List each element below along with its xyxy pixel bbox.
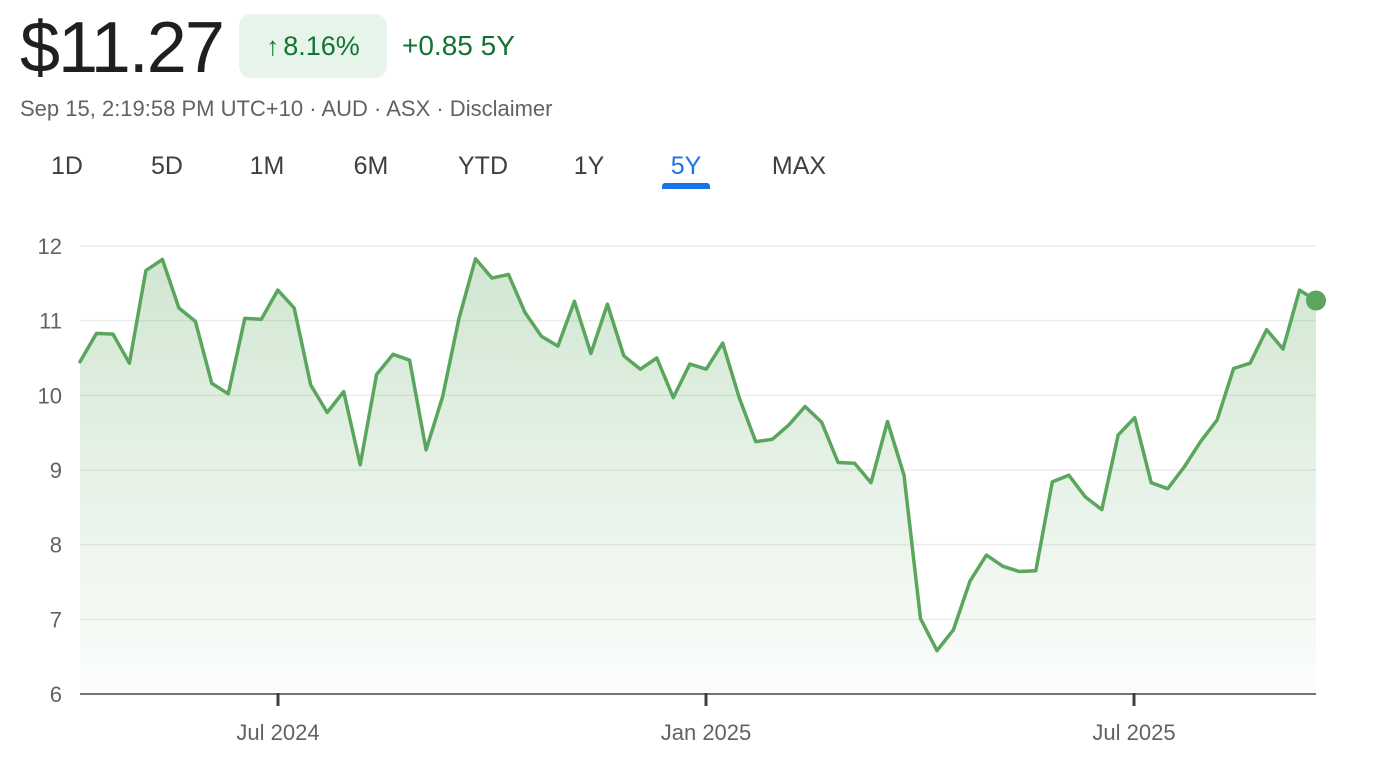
current-price-marker [1306, 290, 1326, 311]
y-tick-label: 10 [38, 383, 62, 408]
quote-meta: Sep 15, 2:19:58 PM UTC+10 · AUD · ASX · … [20, 96, 553, 121]
change-percent-badge: ↑ 8.16% [239, 14, 387, 78]
tab-1m[interactable]: 1M [249, 152, 285, 180]
current-price: $11.27 [20, 8, 225, 88]
active-tab-indicator [662, 183, 710, 189]
x-tick-label: Jan 2025 [661, 720, 752, 745]
tab-5d[interactable]: 5D [151, 152, 183, 180]
tab-6m[interactable]: 6M [353, 152, 389, 180]
change-percent: 8.16% [283, 30, 360, 61]
y-axis: 12 11 10 9 8 7 6 [38, 234, 62, 707]
tab-ytd[interactable]: YTD [458, 152, 508, 180]
price-area [80, 258, 1316, 694]
tab-1y[interactable]: 1Y [573, 152, 605, 180]
y-tick-label: 7 [50, 607, 62, 632]
y-tick-label: 11 [39, 309, 62, 334]
tab-1d[interactable]: 1D [51, 152, 83, 180]
y-tick-label: 8 [50, 533, 62, 558]
y-tick-label: 6 [50, 682, 62, 707]
tab-max[interactable]: MAX [771, 152, 827, 180]
x-tick-label: Jul 2024 [236, 720, 319, 745]
tab-5y[interactable]: 5Y [670, 152, 702, 180]
arrow-up-icon: ↑ [266, 31, 280, 61]
x-axis: Jul 2024 Jan 2025 Jul 2025 [236, 693, 1176, 745]
y-tick-label: 9 [50, 458, 62, 483]
y-tick-label: 12 [38, 234, 62, 259]
price-line [78, 256, 1318, 653]
x-tick-label: Jul 2025 [1092, 720, 1175, 745]
change-absolute: +0.85 5Y [402, 30, 515, 61]
